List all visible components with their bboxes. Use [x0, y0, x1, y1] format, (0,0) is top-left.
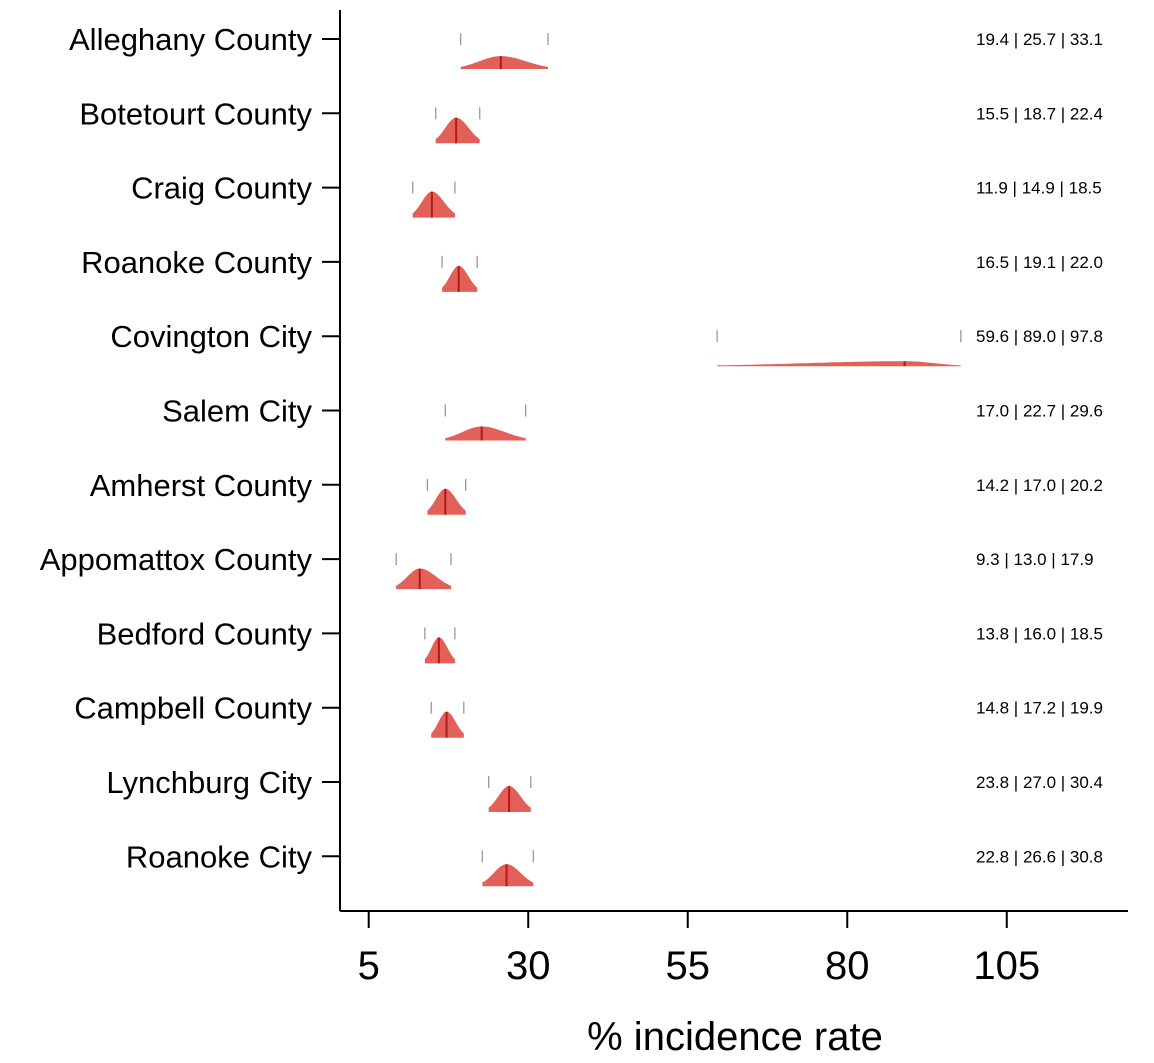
row-10: Lynchburg City 23.8 | 27.0 | 30.4 — [106, 765, 1103, 812]
category-label: Botetourt County — [79, 96, 312, 131]
x-tick-label: 55 — [665, 944, 710, 988]
category-label: Craig County — [131, 171, 312, 206]
x-tick-label: 5 — [358, 944, 380, 988]
interval-value-label: 14.2 | 17.0 | 20.2 — [976, 476, 1103, 495]
x-tick-label: 105 — [973, 944, 1040, 988]
interval-value-label: 14.8 | 17.2 | 19.9 — [976, 699, 1103, 718]
interval-value-label: 9.3 | 13.0 | 17.9 — [976, 550, 1094, 569]
row-0: Alleghany County 19.4 | 25.7 | 33.1 — [69, 22, 1103, 69]
x-axis-title: % incidence rate — [587, 1015, 883, 1059]
category-label: Covington City — [110, 319, 312, 354]
density-shape — [482, 864, 534, 887]
row-9: Campbell County 14.8 | 17.2 | 19.9 — [74, 691, 1103, 738]
interval-value-label: 15.5 | 18.7 | 22.4 — [976, 104, 1103, 123]
density-shape — [435, 117, 480, 144]
x-axis-ticks: 5 30 55 80 105 — [358, 911, 1040, 988]
interval-value-label: 23.8 | 27.0 | 30.4 — [976, 773, 1103, 792]
row-8: Bedford County 13.8 | 16.0 | 18.5 — [97, 616, 1103, 664]
x-tick-label: 30 — [506, 944, 551, 988]
category-label: Alleghany County — [69, 22, 312, 57]
x-tick-label: 80 — [825, 944, 870, 988]
interval-value-label: 13.8 | 16.0 | 18.5 — [976, 624, 1103, 643]
row-11: Roanoke City 22.8 | 26.6 | 30.8 — [126, 839, 1103, 887]
density-shape — [717, 361, 961, 367]
category-label: Roanoke City — [126, 839, 313, 874]
interval-value-label: 22.8 | 26.6 | 30.8 — [976, 847, 1103, 866]
row-5: Salem City 17.0 | 22.7 | 29.6 — [162, 394, 1103, 441]
density-rows: Alleghany County 19.4 | 25.7 | 33.1 Boteto… — [40, 22, 1103, 887]
category-label: Roanoke County — [81, 245, 312, 280]
density-shape — [412, 191, 455, 218]
interval-value-label: 11.9 | 14.9 | 18.5 — [976, 179, 1102, 198]
category-label: Appomattox County — [40, 542, 313, 577]
row-4: Covington City 59.6 | 89.0 | 97.8 — [110, 319, 1103, 367]
density-shape — [445, 426, 526, 441]
category-label: Amherst County — [90, 468, 313, 503]
interval-value-label: 19.4 | 25.7 | 33.1 — [976, 30, 1103, 49]
category-label: Bedford County — [97, 616, 313, 651]
category-label: Campbell County — [74, 691, 312, 726]
density-shape — [460, 56, 548, 69]
row-2: Craig County 11.9 | 14.9 | 18.5 — [131, 171, 1102, 218]
density-shape — [424, 637, 455, 664]
row-6: Amherst County 14.2 | 17.0 | 20.2 — [90, 468, 1103, 515]
interval-value-label: 59.6 | 89.0 | 97.8 — [976, 327, 1103, 346]
density-shape — [396, 568, 451, 590]
row-7: Appomattox County 9.3 | 13.0 | 17.9 — [40, 542, 1094, 590]
interval-value-label: 16.5 | 19.1 | 22.0 — [976, 253, 1103, 272]
density-shape — [427, 488, 466, 515]
category-label: Lynchburg City — [106, 765, 312, 800]
category-label: Salem City — [162, 394, 312, 429]
interval-value-label: 17.0 | 22.7 | 29.6 — [976, 402, 1103, 421]
row-1: Botetourt County 15.5 | 18.7 | 22.4 — [79, 96, 1103, 144]
row-3: Roanoke County 16.5 | 19.1 | 22.0 — [81, 245, 1103, 292]
